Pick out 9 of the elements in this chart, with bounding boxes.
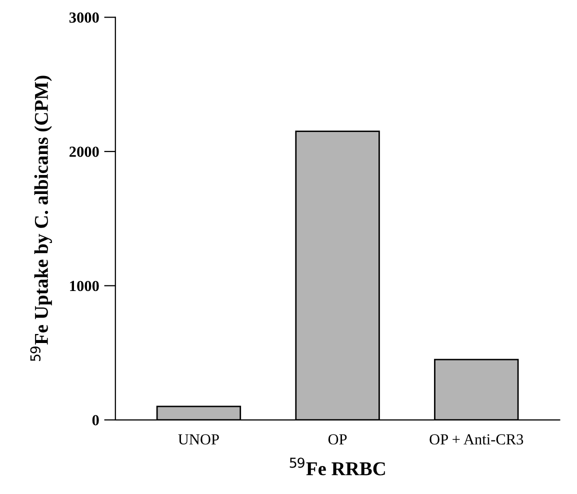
y-tick-label: 3000 (69, 12, 99, 23)
x-axis-title: $^{59}$Fe RRBC (290, 458, 385, 476)
x-tick-label: OP (328, 434, 347, 445)
y-axis-title: $^{59}$Fe Uptake by C. albicans (CPM) (30, 76, 52, 362)
x-tick-label: UNOP (178, 434, 219, 445)
y-tick-label: 0 (92, 415, 99, 426)
y-tick-label: 2000 (70, 146, 99, 157)
y-tick-label: 1000 (70, 280, 99, 292)
x-tick-label: OP + Anti-CR3 (430, 434, 524, 445)
